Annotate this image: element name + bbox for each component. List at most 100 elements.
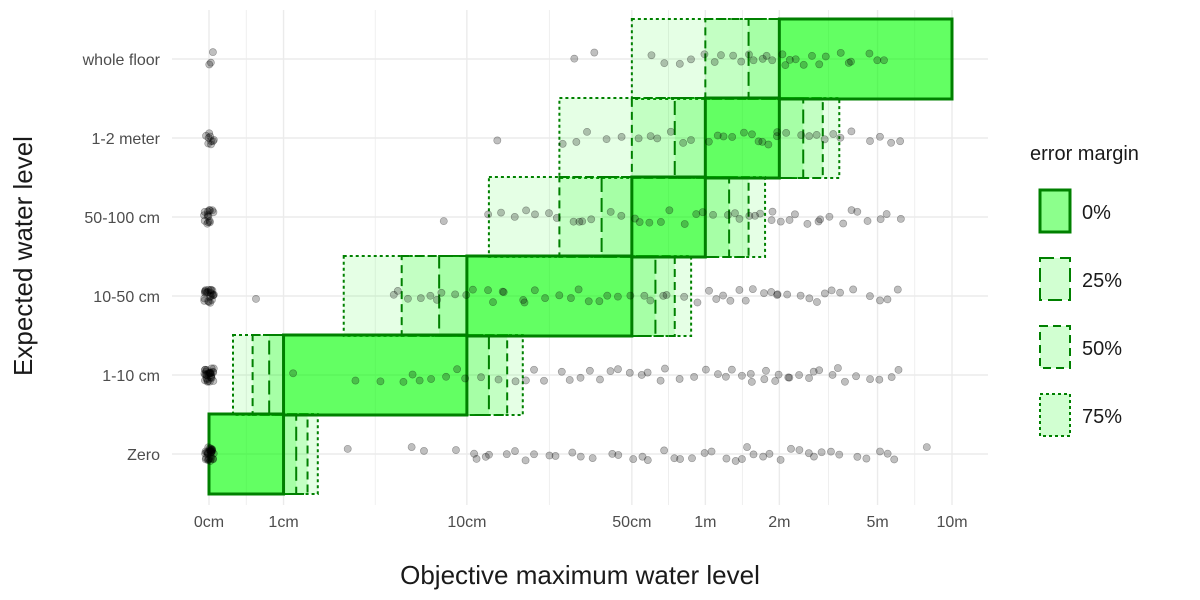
data-point	[820, 135, 829, 144]
data-point	[206, 452, 215, 461]
data-point	[640, 291, 649, 300]
data-point	[439, 217, 448, 226]
data-point	[205, 60, 214, 69]
data-point	[701, 365, 710, 374]
data-point	[728, 133, 737, 141]
data-point	[836, 288, 844, 297]
data-point	[748, 285, 757, 293]
data-point	[737, 57, 746, 66]
data-point	[629, 455, 638, 463]
data-point	[893, 285, 902, 294]
data-point	[201, 289, 209, 297]
data-point	[208, 290, 216, 298]
data-point	[754, 137, 763, 146]
data-point	[762, 51, 771, 60]
data-point	[643, 456, 652, 464]
error-box-25pct	[600, 176, 731, 258]
data-point	[863, 217, 872, 225]
error-box-50pct	[630, 97, 824, 179]
data-point	[208, 286, 217, 295]
data-point	[209, 291, 218, 300]
data-point	[389, 290, 398, 299]
data-point	[204, 455, 213, 464]
data-point	[751, 211, 759, 220]
data-point	[205, 368, 214, 377]
data-point	[206, 206, 214, 215]
x-tick-label: 1cm	[268, 514, 298, 531]
legend-key-75pct	[1039, 393, 1071, 437]
data-point	[502, 450, 511, 459]
data-point	[207, 454, 215, 463]
data-point	[415, 376, 424, 385]
data-point	[738, 371, 746, 380]
data-point	[853, 207, 862, 216]
data-point	[203, 212, 212, 221]
data-point	[603, 291, 612, 300]
x-tick-label: 50cm	[612, 514, 651, 531]
data-point	[873, 56, 882, 65]
data-point	[810, 452, 818, 461]
data-point	[749, 56, 758, 65]
data-point	[206, 369, 215, 378]
data-point	[481, 452, 490, 461]
data-point	[836, 133, 845, 142]
legend-label: 50%	[1082, 338, 1122, 360]
data-point	[853, 452, 862, 461]
data-point	[206, 293, 214, 301]
data-point	[545, 209, 553, 218]
data-point	[894, 365, 903, 374]
data-point	[606, 207, 615, 216]
data-point	[773, 128, 782, 137]
data-point	[201, 449, 210, 458]
data-point	[745, 211, 754, 220]
data-point	[452, 446, 460, 454]
data-point	[209, 48, 217, 57]
data-point	[442, 372, 450, 381]
data-point	[774, 370, 783, 379]
data-point	[805, 374, 813, 382]
data-point	[670, 454, 679, 463]
data-point	[209, 377, 218, 385]
data-point	[204, 377, 212, 386]
data-point	[545, 451, 554, 460]
data-point	[207, 140, 215, 149]
data-point	[208, 445, 217, 454]
data-point	[205, 129, 214, 138]
data-point	[576, 373, 585, 382]
data-point	[206, 286, 215, 295]
data-point	[717, 51, 725, 60]
data-point	[510, 213, 519, 221]
legend-label: 0%	[1082, 202, 1111, 224]
data-point	[773, 291, 782, 299]
data-point	[820, 289, 829, 298]
data-point	[403, 294, 412, 303]
data-point	[883, 295, 892, 304]
data-point	[207, 446, 215, 455]
data-point	[776, 455, 785, 464]
data-point	[201, 287, 209, 296]
data-point	[700, 50, 709, 59]
data-point	[205, 218, 214, 227]
data-point	[202, 366, 211, 374]
legend-key-25pct	[1039, 257, 1071, 301]
data-point	[785, 56, 794, 64]
data-point	[207, 374, 216, 382]
data-point	[204, 449, 213, 457]
data-point	[731, 457, 740, 465]
data-point	[572, 138, 581, 146]
data-point	[847, 57, 855, 66]
data-point	[470, 449, 478, 458]
data-point	[688, 454, 696, 463]
data-point	[203, 375, 211, 384]
data-point	[617, 211, 626, 220]
data-point	[844, 58, 853, 67]
data-point	[206, 288, 215, 297]
data-point	[575, 217, 584, 226]
x-tick-label: 5m	[866, 514, 888, 531]
y-tick-label: 50-100 cm	[84, 210, 160, 227]
data-point	[453, 365, 462, 374]
data-point	[557, 367, 566, 376]
data-point	[530, 286, 539, 295]
y-tick-label: 1-10 cm	[102, 368, 160, 385]
data-point	[835, 450, 844, 459]
